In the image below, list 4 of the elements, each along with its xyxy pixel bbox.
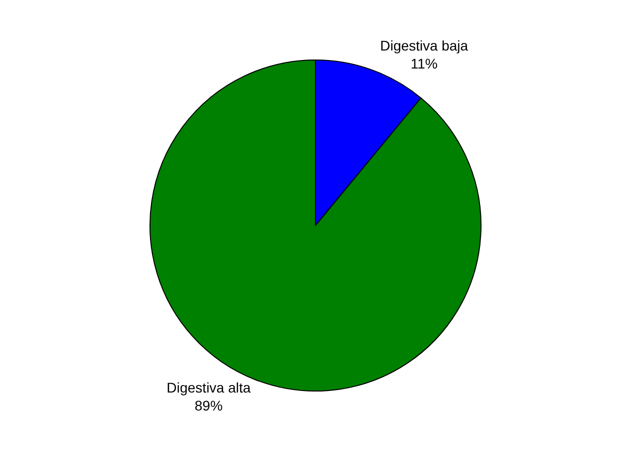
slice-label: Digestiva alta (166, 379, 251, 396)
data-label: 11% (410, 56, 438, 72)
data-label: 89% (194, 397, 223, 414)
slice-label: Digestiva baja (380, 38, 468, 54)
